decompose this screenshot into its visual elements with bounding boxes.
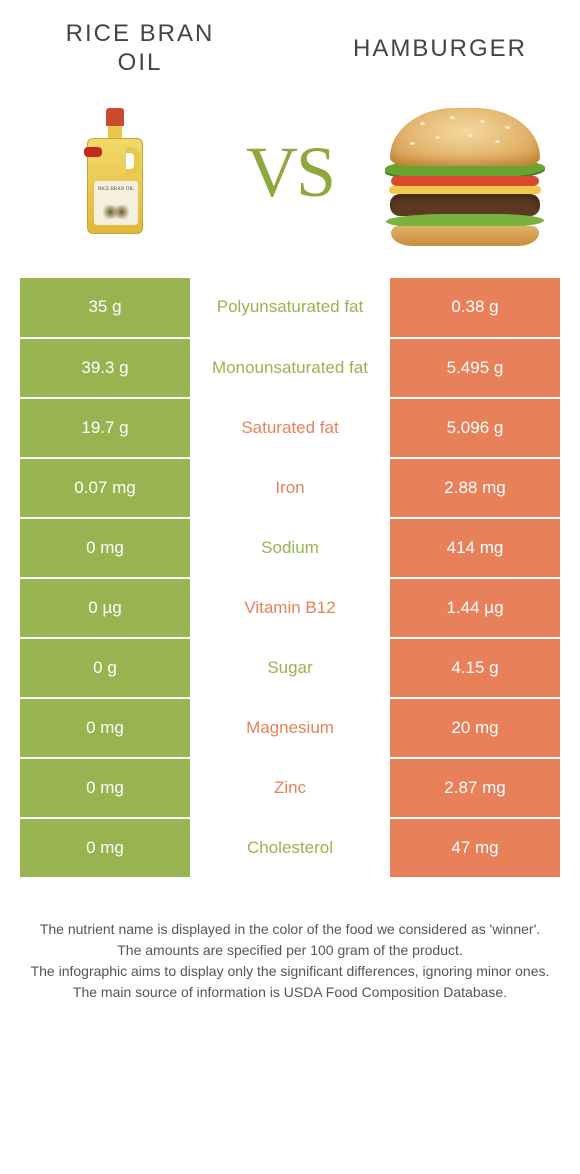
right-value-cell: 5.096 g xyxy=(390,398,560,458)
table-row: 0 mgSodium414 mg xyxy=(20,518,560,578)
comparison-table: 35 gPolyunsaturated fat0.38 g39.3 gMonou… xyxy=(20,278,560,879)
table-row: 19.7 gSaturated fat5.096 g xyxy=(20,398,560,458)
left-value-cell: 35 g xyxy=(20,278,190,338)
nutrient-label-cell: Sugar xyxy=(190,638,390,698)
left-food-image: RICE BRAN OIL xyxy=(40,98,190,248)
right-value-cell: 20 mg xyxy=(390,698,560,758)
table-row: 0 gSugar4.15 g xyxy=(20,638,560,698)
table-row: 35 gPolyunsaturated fat0.38 g xyxy=(20,278,560,338)
right-food-title: HAMBURGER xyxy=(340,35,540,63)
right-value-cell: 47 mg xyxy=(390,818,560,878)
table-row: 0 mgZinc2.87 mg xyxy=(20,758,560,818)
footnote-line: The infographic aims to display only the… xyxy=(30,961,550,982)
nutrient-label-cell: Magnesium xyxy=(190,698,390,758)
images-row: RICE BRAN OIL VS xyxy=(0,88,580,278)
nutrient-label-cell: Monounsaturated fat xyxy=(190,338,390,398)
table-row: 0 mgCholesterol47 mg xyxy=(20,818,560,878)
left-value-cell: 19.7 g xyxy=(20,398,190,458)
right-value-cell: 414 mg xyxy=(390,518,560,578)
left-value-cell: 0.07 mg xyxy=(20,458,190,518)
right-value-cell: 2.87 mg xyxy=(390,758,560,818)
right-value-cell: 4.15 g xyxy=(390,638,560,698)
bottle-label-text: RICE BRAN OIL xyxy=(94,181,138,225)
header-row: RICE BRAN OIL HAMBURGER xyxy=(0,0,580,88)
table-row: 0 mgMagnesium20 mg xyxy=(20,698,560,758)
left-value-cell: 0 µg xyxy=(20,578,190,638)
nutrient-label-cell: Sodium xyxy=(190,518,390,578)
left-value-cell: 0 g xyxy=(20,638,190,698)
nutrient-label-cell: Zinc xyxy=(190,758,390,818)
table-row: 0 µgVitamin B121.44 µg xyxy=(20,578,560,638)
nutrient-label-cell: Iron xyxy=(190,458,390,518)
right-value-cell: 1.44 µg xyxy=(390,578,560,638)
left-value-cell: 0 mg xyxy=(20,698,190,758)
table-row: 0.07 mgIron2.88 mg xyxy=(20,458,560,518)
left-food-title: RICE BRAN OIL xyxy=(40,20,240,78)
footnote-line: The nutrient name is displayed in the co… xyxy=(30,919,550,940)
left-value-cell: 0 mg xyxy=(20,518,190,578)
right-food-image xyxy=(390,98,540,248)
table-row: 39.3 gMonounsaturated fat5.495 g xyxy=(20,338,560,398)
left-value-cell: 39.3 g xyxy=(20,338,190,398)
right-value-cell: 2.88 mg xyxy=(390,458,560,518)
nutrient-label-cell: Saturated fat xyxy=(190,398,390,458)
oil-bottle-icon: RICE BRAN OIL xyxy=(85,108,145,238)
right-value-cell: 0.38 g xyxy=(390,278,560,338)
footnote-line: The amounts are specified per 100 gram o… xyxy=(30,940,550,961)
right-value-cell: 5.495 g xyxy=(390,338,560,398)
footnote-line: The main source of information is USDA F… xyxy=(30,982,550,1003)
footnotes: The nutrient name is displayed in the co… xyxy=(0,879,580,1003)
left-value-cell: 0 mg xyxy=(20,818,190,878)
nutrient-label-cell: Vitamin B12 xyxy=(190,578,390,638)
nutrient-label-cell: Cholesterol xyxy=(190,818,390,878)
vs-label: VS xyxy=(246,131,334,214)
hamburger-icon xyxy=(385,108,545,238)
left-value-cell: 0 mg xyxy=(20,758,190,818)
nutrient-label-cell: Polyunsaturated fat xyxy=(190,278,390,338)
